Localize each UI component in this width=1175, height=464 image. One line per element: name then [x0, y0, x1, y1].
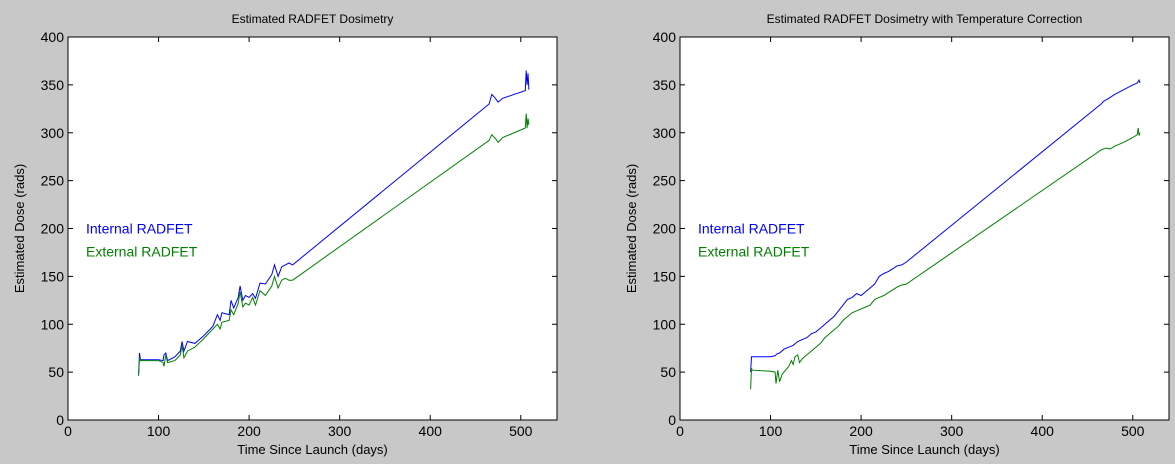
y-tick-label: 400: [41, 29, 65, 45]
x-tick-label: 300: [328, 423, 352, 439]
x-tick-label: 100: [147, 423, 171, 439]
x-tick-label: 200: [237, 423, 261, 439]
plot-frame: [67, 36, 558, 421]
legend-label-1: Internal RADFET: [86, 221, 193, 237]
y-tick-label: 300: [41, 125, 65, 141]
y-tick-label: 250: [41, 173, 65, 189]
plot-area: [680, 37, 1169, 420]
y-axis-label: Estimated Dose (rads): [12, 164, 27, 293]
y-tick-label: 50: [660, 364, 676, 380]
y-tick-label: 150: [653, 268, 677, 284]
y-tick-label: 150: [41, 268, 65, 284]
x-tick-label: 500: [509, 423, 533, 439]
x-tick-label: 200: [849, 423, 873, 439]
x-tick-label: 300: [940, 423, 964, 439]
y-tick-label: 200: [653, 221, 677, 237]
x-tick-label: 400: [1031, 423, 1055, 439]
legend-label-2: External RADFET: [86, 244, 198, 260]
plot-frame: [679, 36, 1170, 421]
y-tick-label: 0: [56, 412, 64, 428]
series-line-2: [138, 113, 530, 377]
x-axis-label: Time Since Launch (days): [849, 442, 1000, 457]
x-tick-label: 400: [419, 423, 443, 439]
chart-2: Estimated RADFET Dosimetry with Temperat…: [624, 12, 1170, 457]
y-tick-label: 350: [41, 77, 65, 93]
y-tick-label: 0: [668, 412, 676, 428]
y-tick-label: 100: [41, 316, 65, 332]
series-line-2: [750, 127, 1141, 390]
y-tick-label: 200: [41, 221, 65, 237]
series-line-1: [138, 70, 530, 375]
x-tick-label: 0: [676, 423, 684, 439]
x-tick-label: 0: [64, 423, 72, 439]
y-tick-label: 50: [48, 364, 64, 380]
plot-area: [68, 37, 557, 420]
y-tick-label: 300: [653, 125, 677, 141]
series-line-1: [750, 78, 1141, 373]
y-axis-label: Estimated Dose (rads): [624, 164, 639, 293]
x-tick-label: 500: [1121, 423, 1145, 439]
chart-title: Estimated RADFET Dosimetry: [232, 12, 394, 26]
x-tick-label: 100: [759, 423, 783, 439]
legend-label-2: External RADFET: [698, 244, 810, 260]
chart-1: Estimated RADFET Dosimetry 0 100 200 300 400 5…: [12, 12, 558, 457]
y-tick-label: 350: [653, 77, 677, 93]
chart-title: Estimated RADFET Dosimetry with Temperat…: [767, 12, 1083, 26]
y-tick-label: 250: [653, 173, 677, 189]
y-tick-label: 100: [653, 316, 677, 332]
x-axis-label: Time Since Launch (days): [237, 442, 388, 457]
y-tick-label: 400: [653, 29, 677, 45]
legend-label-1: Internal RADFET: [698, 221, 805, 237]
